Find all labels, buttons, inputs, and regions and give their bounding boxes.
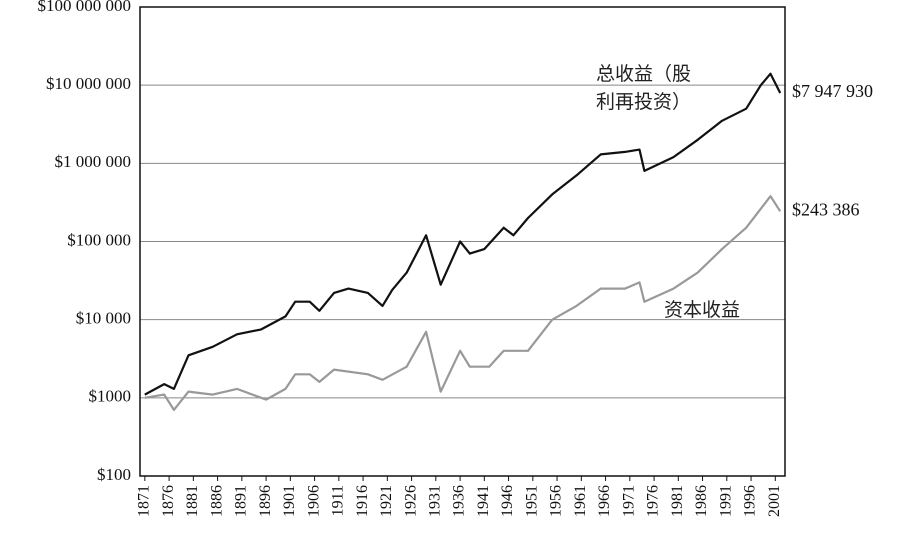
x-tick-label: 1896 — [257, 485, 274, 517]
y-tick-label: $1 000 000 — [55, 152, 132, 171]
x-tick-label: 1926 — [402, 485, 419, 517]
x-tick-label: 1891 — [233, 485, 250, 517]
x-tick-label: 1931 — [426, 485, 443, 517]
x-tick-label: 1941 — [475, 485, 492, 517]
x-tick-label: 1916 — [354, 485, 371, 517]
series-line — [144, 195, 782, 411]
y-tick-label: $100 000 — [67, 230, 131, 249]
y-tick-label: $10 000 000 — [46, 74, 131, 93]
value-label: $7 947 930 — [792, 81, 873, 101]
x-tick-label: 1881 — [184, 485, 201, 517]
x-tick-label: 1971 — [620, 485, 637, 517]
plot-frame — [139, 6, 786, 477]
x-tick-label: 1991 — [717, 485, 734, 517]
x-tick-label: 1871 — [136, 485, 153, 517]
y-tick-label: $100 — [97, 465, 131, 484]
series-line — [144, 72, 782, 396]
x-tick-label: 1911 — [330, 485, 347, 516]
x-tick-label: 1961 — [572, 485, 589, 517]
x-tick-label: 1936 — [451, 485, 468, 517]
value-label: $243 386 — [792, 199, 860, 219]
x-tick-label: 1966 — [596, 485, 613, 517]
x-tick-label: 2001 — [766, 485, 783, 517]
x-tick-label: 1876 — [160, 485, 177, 517]
legend-label: 资本收益 — [664, 299, 741, 321]
x-tick-label: 1901 — [281, 485, 298, 517]
x-tick-label: 1886 — [208, 485, 225, 517]
x-tick-label: 1986 — [693, 485, 710, 517]
y-tick-label: $100 000 000 — [38, 0, 132, 15]
x-tick-label: 1981 — [669, 485, 686, 517]
legend-label: 总收益（股利再投资） — [596, 63, 692, 113]
y-tick-label: $1000 — [89, 387, 132, 406]
y-tick-label: $10 000 — [76, 309, 131, 328]
x-tick-label: 1921 — [378, 485, 395, 517]
x-tick-label: 1956 — [548, 485, 565, 517]
x-tick-label: 1976 — [645, 485, 662, 517]
x-tick-label: 1946 — [499, 485, 516, 517]
x-tick-label: 1951 — [523, 485, 540, 517]
x-tick-label: 1906 — [305, 485, 322, 517]
x-tick-label: 1996 — [742, 485, 759, 517]
